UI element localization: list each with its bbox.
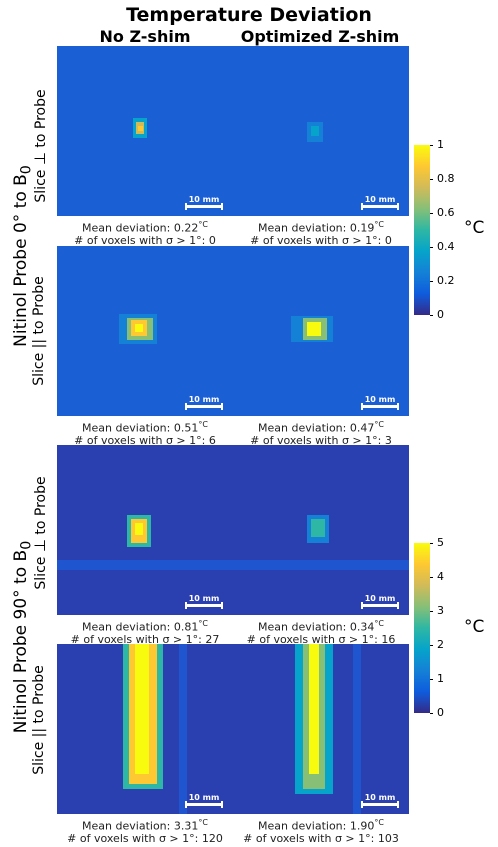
probe-band: [57, 560, 233, 570]
colorbar-tick-mark: [430, 179, 433, 180]
colorbar-top-unit: °C: [464, 218, 485, 238]
colorbar-tick-mark: [430, 645, 433, 646]
scale-bar: 10 mm: [185, 793, 223, 808]
heatmap-panel-2: 10 mm: [233, 46, 409, 216]
scale-bar: 10 mm: [185, 195, 223, 210]
row-label-para-bottom: Slice || to Probe: [31, 665, 47, 775]
heatmap-image: [133, 118, 147, 138]
heatmap-panel-1: 10 mm: [57, 46, 233, 216]
heatmap-panel-6: 10 mm: [233, 445, 409, 615]
scale-bar: 10 mm: [361, 793, 399, 808]
colorbar-tick-mark: [430, 315, 433, 316]
colorbar-tick-label: 0.2: [437, 274, 455, 287]
heatmap-panel-4: 10 mm: [233, 246, 409, 416]
voxel: [135, 644, 149, 774]
group-label-90deg: Nitinol Probe 90° to B0: [11, 540, 35, 734]
probe-band: [353, 644, 361, 814]
colorbar-tick-label: 4: [437, 570, 444, 583]
voxel: [138, 126, 143, 131]
colorbar-tick-label: 5: [437, 536, 444, 549]
colorbar-bottom: [414, 543, 430, 713]
caption-panel-3: Mean deviation: 0.51°C # of voxels with σ…: [74, 420, 216, 447]
voxel: [309, 644, 319, 774]
caption-panel-5: Mean deviation: 0.81°C # of voxels with σ…: [70, 619, 220, 646]
colorbar-tick-mark: [430, 679, 433, 680]
colorbar-tick-label: 2: [437, 638, 444, 651]
colorbar-tick-label: 1: [437, 138, 444, 151]
scale-bar: 10 mm: [185, 594, 223, 609]
heatmap-image: [57, 515, 233, 570]
probe-band: [179, 644, 187, 814]
figure-title: Temperature Deviation: [126, 4, 372, 26]
voxel: [311, 126, 319, 136]
colorbar-tick-label: 1: [437, 672, 444, 685]
colorbar-tick-label: 0.4: [437, 240, 455, 253]
heatmap-image: [233, 515, 409, 570]
colorbar-bottom-unit: °C: [464, 617, 485, 637]
colorbar-tick-label: 0: [437, 706, 444, 719]
heatmap-image: [119, 314, 157, 344]
scale-bar: 10 mm: [361, 195, 399, 210]
heatmap-image: [295, 644, 361, 814]
heatmap-panel-7: 10 mm: [57, 644, 233, 814]
colorbar-tick-mark: [430, 611, 433, 612]
scale-bar: 10 mm: [185, 395, 223, 410]
column-title-optimized-zshim: Optimized Z-shim: [240, 27, 400, 46]
colorbar-tick-label: 0.6: [437, 206, 455, 219]
caption-panel-7: Mean deviation: 3.31°C # of voxels with σ…: [67, 818, 223, 845]
colorbar-tick-label: 3: [437, 604, 444, 617]
row-label-perp-top: Slice ⊥ to Probe: [31, 89, 49, 203]
group-label-0deg: Nitinol Probe 0° to B0: [11, 165, 35, 347]
caption-panel-2: Mean deviation: 0.19°C # of voxels with σ…: [250, 220, 392, 247]
colorbar-tick-label: 0: [437, 308, 444, 321]
row-label-para-top: Slice || to Probe: [31, 276, 47, 386]
colorbar-tick-mark: [430, 213, 433, 214]
row-label-perp-bottom: Slice ⊥ to Probe: [31, 476, 49, 590]
heatmap-image: [123, 644, 187, 814]
caption-panel-8: Mean deviation: 1.90°C # of voxels with σ…: [243, 818, 399, 845]
caption-panel-1: Mean deviation: 0.22°C # of voxels with σ…: [74, 220, 216, 247]
caption-panel-4: Mean deviation: 0.47°C # of voxels with σ…: [250, 420, 392, 447]
colorbar-tick-mark: [430, 281, 433, 282]
colorbar-tick-mark: [430, 145, 433, 146]
heatmap-panel-8: 10 mm: [233, 644, 409, 814]
voxel: [135, 324, 143, 332]
caption-panel-6: Mean deviation: 0.34°C # of voxels with σ…: [246, 619, 396, 646]
heatmap-image: [291, 316, 333, 342]
heatmap-panel-5: 10 mm: [57, 445, 233, 615]
column-title-no-zshim: No Z-shim: [99, 27, 191, 46]
scale-bar: 10 mm: [361, 395, 399, 410]
scale-bar: 10 mm: [361, 594, 399, 609]
voxel: [311, 519, 325, 537]
colorbar-tick-mark: [430, 543, 433, 544]
voxel: [307, 322, 321, 336]
heatmap-image: [307, 122, 323, 142]
voxel: [135, 523, 143, 535]
heatmap-panel-3: 10 mm: [57, 246, 233, 416]
colorbar-tick-mark: [430, 577, 433, 578]
colorbar-top: [414, 145, 430, 315]
colorbar-tick-mark: [430, 713, 433, 714]
colorbar-tick-label: 0.8: [437, 172, 455, 185]
colorbar-tick-mark: [430, 247, 433, 248]
probe-band: [233, 560, 409, 570]
